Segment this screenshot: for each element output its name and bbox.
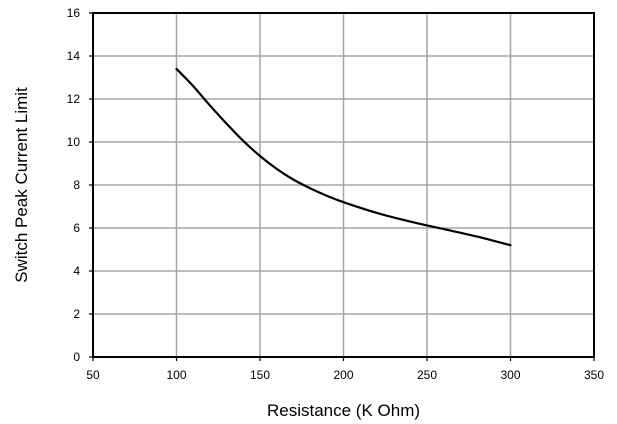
- x-tick-label: 250: [417, 368, 437, 382]
- y-tick-label: 12: [67, 92, 81, 106]
- y-axis-title: Switch Peak Current Limit: [12, 87, 31, 283]
- series-line: [175, 67, 512, 247]
- x-axis-title: Resistance (K Ohm): [267, 401, 420, 420]
- y-tick-label: 8: [73, 178, 80, 192]
- y-tick-label: 6: [73, 221, 80, 235]
- y-tick-label: 0: [73, 350, 80, 364]
- x-tick-label: 150: [250, 368, 270, 382]
- tick-labels: 50 100 150 200 250 300 350 0 2 4 6 8 10 12 14 16: [67, 6, 605, 382]
- y-tick-label: 4: [73, 264, 80, 278]
- series-group: [175, 67, 512, 247]
- x-tick-label: 350: [584, 368, 604, 382]
- y-tick-label: 16: [67, 6, 81, 20]
- x-tick-label: 200: [333, 368, 353, 382]
- x-tick-label: 50: [86, 368, 100, 382]
- y-tick-label: 10: [67, 135, 81, 149]
- y-tick-label: 14: [67, 49, 81, 63]
- grid-lines: [93, 13, 594, 357]
- y-tick-label: 2: [73, 307, 80, 321]
- x-tick-label: 100: [166, 368, 186, 382]
- x-tick-label: 300: [500, 368, 520, 382]
